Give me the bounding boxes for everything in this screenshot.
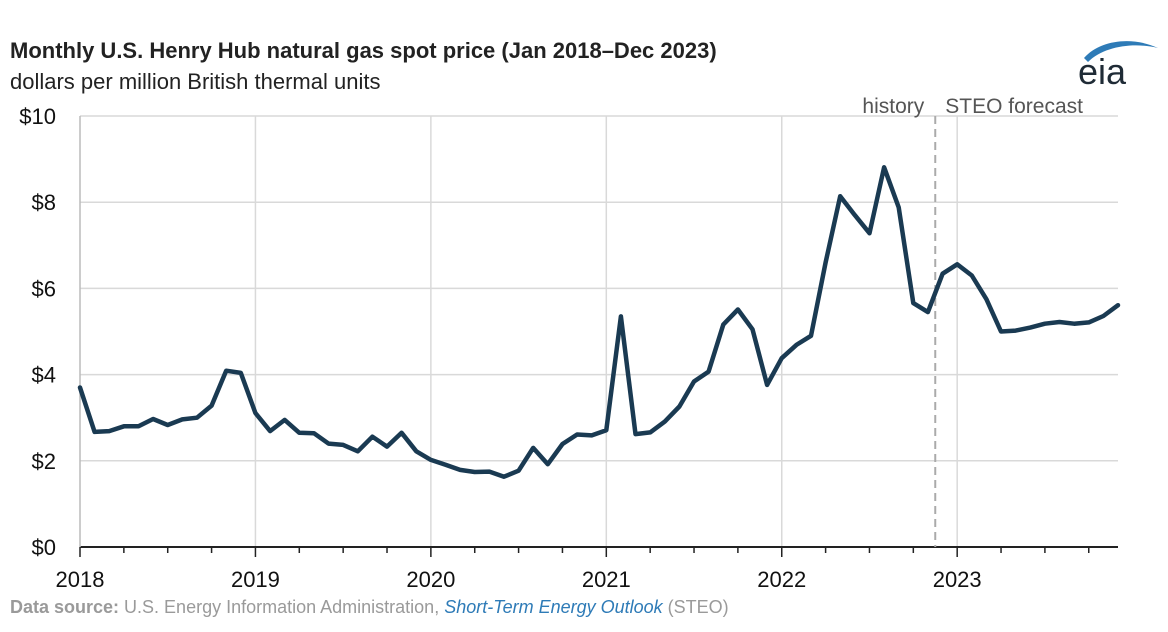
price-line: [77, 165, 1121, 479]
grid-lines: [80, 115, 1118, 547]
chart-title: Monthly U.S. Henry Hub natural gas spot …: [10, 38, 717, 63]
forecast-label: STEO forecast: [945, 95, 1083, 118]
y-tick-label: $6: [32, 276, 56, 301]
price-series: [77, 165, 1121, 479]
axes: [79, 116, 1118, 557]
source-label: Data source:: [10, 597, 120, 617]
y-axis-labels: $0 $2 $4 $6 $8 $10: [19, 104, 56, 560]
x-tick-label: 2021: [582, 567, 631, 592]
y-tick-label: $4: [32, 363, 56, 388]
source-suffix: (STEO): [662, 597, 729, 617]
y-tick-label: $8: [32, 190, 56, 215]
source-text: U.S. Energy Information Administration,: [119, 597, 445, 617]
x-tick-label: 2018: [56, 567, 105, 592]
x-tick-label: 2019: [231, 567, 280, 592]
x-tick-label: 2020: [406, 567, 455, 592]
chart-subtitle: dollars per million British thermal unit…: [10, 69, 381, 94]
y-tick-label: $10: [19, 104, 56, 129]
y-tick-label: $0: [32, 535, 56, 560]
history-label: history: [862, 95, 924, 118]
steo-link[interactable]: Short-Term Energy Outlook: [444, 597, 663, 617]
x-tick-label: 2022: [757, 567, 806, 592]
logo-text: eia: [1078, 51, 1127, 92]
eia-logo: eia: [1078, 41, 1158, 92]
y-tick-label: $2: [32, 449, 56, 474]
data-source: Data source: U.S. Energy Information Adm…: [10, 597, 729, 618]
x-axis-labels: 2018 2019 2020 2021 2022 2023: [56, 567, 982, 592]
x-tick-label: 2023: [933, 567, 982, 592]
forecast-annotations: history STEO forecast: [862, 95, 1083, 118]
logo-swoosh: [1084, 41, 1158, 62]
